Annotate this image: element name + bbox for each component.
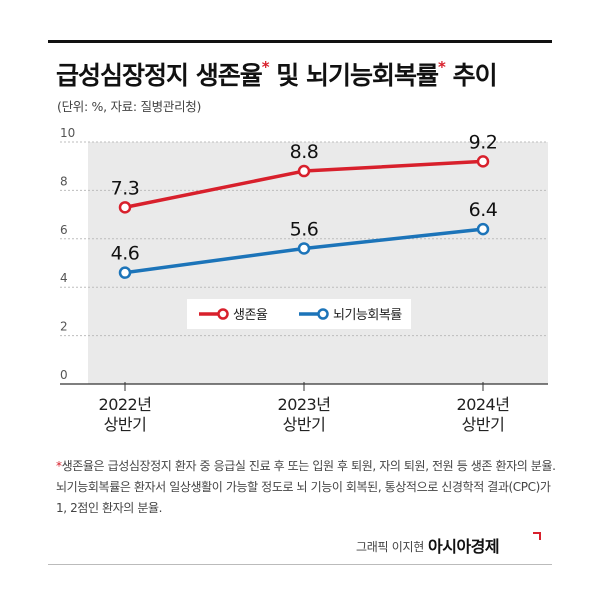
brand-logo: 아시아경제 bbox=[428, 537, 500, 556]
plot-background bbox=[88, 142, 548, 384]
footnote: *생존율은 급성심장정지 환자 중 응급실 진료 후 또는 입원 후 퇴원, 자… bbox=[56, 456, 556, 519]
chart-title: 급성심장정지 생존율* 및 뇌기능회복률* 추이 bbox=[56, 56, 498, 92]
data-label: 9.2 bbox=[469, 131, 498, 153]
x-tick-label: 상반기 bbox=[104, 415, 147, 434]
title-asterisk-1: * bbox=[261, 58, 270, 76]
y-tick-label: 6 bbox=[60, 223, 68, 237]
footnote-text: 생존율은 급성심장정지 환자 중 응급실 진료 후 또는 입원 후 퇴원, 자의… bbox=[56, 459, 556, 515]
title-recovery-text: 및 뇌기능회복률 bbox=[268, 61, 439, 90]
unit-source-label: (단위: %, 자료: 질병관리청) bbox=[57, 99, 202, 114]
footnote-asterisk: * bbox=[56, 459, 62, 473]
x-tick-label: 2022년 bbox=[99, 395, 152, 414]
top-rule bbox=[48, 40, 552, 43]
legend-label: 생존율 bbox=[233, 308, 268, 323]
bottom-rule bbox=[48, 564, 552, 565]
x-tick-label: 2023년 bbox=[278, 395, 331, 414]
brand-mark-icon bbox=[533, 532, 541, 540]
legend-swatch-marker bbox=[317, 308, 329, 320]
data-point bbox=[118, 266, 132, 279]
title-trend-text: 추이 bbox=[444, 61, 498, 90]
y-tick-label: 2 bbox=[60, 320, 68, 334]
data-point bbox=[118, 201, 132, 214]
x-tick-label: 2024년 bbox=[457, 395, 510, 414]
data-label: 8.8 bbox=[290, 141, 319, 163]
data-label: 4.6 bbox=[111, 243, 140, 265]
y-tick-label: 4 bbox=[60, 271, 68, 285]
data-point bbox=[297, 164, 311, 178]
data-point bbox=[476, 222, 490, 236]
y-tick-label: 0 bbox=[60, 368, 68, 382]
data-label: 6.4 bbox=[469, 199, 498, 221]
data-label: 7.3 bbox=[111, 177, 140, 199]
x-tick-label: 상반기 bbox=[283, 415, 326, 434]
y-tick-label: 8 bbox=[60, 174, 68, 188]
legend-label: 뇌기능회복률 bbox=[333, 308, 402, 323]
y-tick-label: 10 bbox=[60, 126, 75, 140]
title-survival-text: 급성심장정지 생존율 bbox=[56, 61, 263, 90]
legend-swatch-marker bbox=[217, 308, 229, 320]
data-label: 5.6 bbox=[290, 218, 319, 240]
title-asterisk-2: * bbox=[438, 58, 446, 76]
x-tick-label: 상반기 bbox=[462, 415, 505, 434]
graphic-credit: 그래픽 이지현 bbox=[356, 540, 424, 554]
data-point bbox=[297, 242, 311, 255]
data-point bbox=[476, 155, 490, 168]
